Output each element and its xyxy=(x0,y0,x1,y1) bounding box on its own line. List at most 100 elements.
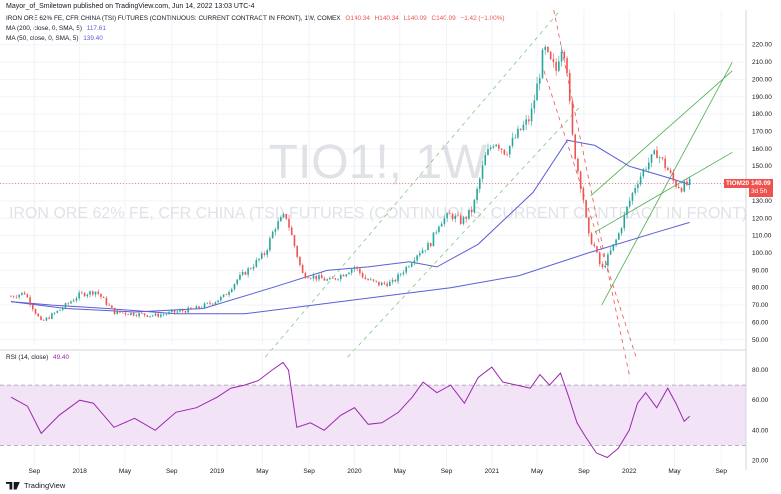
trend-channel-line-dashed[interactable] xyxy=(264,9,561,358)
candle-body xyxy=(596,246,598,253)
x-tick-label: Sep xyxy=(303,468,315,475)
candle-body xyxy=(495,144,497,147)
candle-body xyxy=(116,310,119,314)
candle-body xyxy=(192,308,195,310)
candle-body xyxy=(410,263,413,267)
candle-body xyxy=(171,310,173,312)
candle-body xyxy=(394,279,397,282)
x-tick-label: May xyxy=(256,468,269,475)
x-tick-label: 2018 xyxy=(72,468,87,475)
candle-body xyxy=(424,250,427,251)
x-tick-label: 2021 xyxy=(485,468,500,475)
candle-body xyxy=(132,312,135,316)
rsi-legend[interactable]: RSI (14, close) 49.40 xyxy=(6,354,69,361)
candle-body xyxy=(429,243,432,247)
candle-body xyxy=(658,157,661,159)
candle-body xyxy=(280,217,282,222)
candle-body xyxy=(75,298,78,301)
x-tick-label: Sep xyxy=(578,468,590,475)
candle-body xyxy=(222,294,225,297)
y-tick-label: 210.00 xyxy=(752,59,772,66)
candle-body xyxy=(440,223,443,227)
candle-body xyxy=(206,302,209,304)
candle-body xyxy=(198,306,200,309)
candle-body xyxy=(296,245,298,257)
candle-body xyxy=(555,61,557,71)
candle-body xyxy=(421,250,424,254)
candle-body xyxy=(102,296,105,298)
candle-body xyxy=(151,315,154,317)
candle-body xyxy=(83,292,86,297)
y-tick-label: 180.00 xyxy=(752,111,772,118)
candle-body xyxy=(220,296,222,301)
x-tick-label: 2022 xyxy=(622,468,637,475)
candle-body xyxy=(119,310,121,313)
candle-body xyxy=(528,119,530,122)
rsi-band xyxy=(0,385,746,446)
candle-body xyxy=(329,278,331,280)
candle-body xyxy=(588,217,590,234)
candle-body xyxy=(244,271,247,275)
candle-body xyxy=(500,148,503,150)
ma200-line[interactable] xyxy=(10,221,690,315)
candle-body xyxy=(165,314,168,315)
candle-body xyxy=(72,300,75,302)
candle-body xyxy=(146,315,149,317)
candle-body xyxy=(544,46,547,50)
candle-body xyxy=(558,61,560,71)
candle-body xyxy=(173,310,176,313)
candle-body xyxy=(378,281,380,286)
candle-body xyxy=(307,277,309,279)
candle-body xyxy=(184,311,187,313)
candle-body xyxy=(18,294,20,298)
candle-body xyxy=(547,46,549,52)
candle-body xyxy=(81,292,83,294)
candle-body xyxy=(214,302,217,305)
candle-body xyxy=(326,279,328,281)
candle-body xyxy=(203,303,206,308)
candle-body xyxy=(405,266,408,273)
candle-body xyxy=(375,280,378,282)
candle-body xyxy=(677,186,680,189)
candle-body xyxy=(465,217,467,219)
candle-body xyxy=(331,278,334,279)
candle-body xyxy=(26,294,29,298)
candle-body xyxy=(503,149,506,155)
downtrend-line-dashed[interactable] xyxy=(553,9,630,375)
candle-body xyxy=(86,294,89,297)
candle-body xyxy=(181,310,184,312)
trend-channel-line-dashed[interactable] xyxy=(347,105,582,358)
candle-body xyxy=(514,137,517,139)
candle-body xyxy=(282,214,285,218)
candle-body xyxy=(299,256,301,265)
candle-body xyxy=(451,213,454,220)
footer[interactable]: TradingView xyxy=(6,481,65,490)
candle-body xyxy=(15,297,18,298)
candle-body xyxy=(350,269,353,273)
candle-body xyxy=(255,260,258,267)
uptrend-channel-line[interactable] xyxy=(590,70,733,196)
y-tick-label: 160.00 xyxy=(752,146,772,153)
candle-body xyxy=(618,233,620,240)
x-tick-label: Sep xyxy=(166,468,178,475)
candle-body xyxy=(70,301,72,304)
candle-body xyxy=(506,154,508,156)
y-tick-label: 50.00 xyxy=(752,337,769,344)
downtrend-line-dashed[interactable] xyxy=(543,70,637,358)
candle-body xyxy=(519,128,522,130)
candle-body xyxy=(489,147,492,149)
candle-body xyxy=(209,302,211,304)
rsi-line[interactable] xyxy=(10,361,691,459)
ma50-legend[interactable]: MA (50, close, 0, SMA, 5) 139.40 xyxy=(6,35,103,42)
candle-body xyxy=(53,312,56,314)
candle-body xyxy=(473,199,476,213)
candle-body xyxy=(304,272,307,278)
candle-body xyxy=(233,283,236,290)
uptrend-channel-line[interactable] xyxy=(594,151,733,233)
candle-body xyxy=(48,317,50,319)
candle-body xyxy=(195,306,198,309)
ma200-legend[interactable]: MA (200, close, 0, SMA, 5) 117.61 xyxy=(6,25,106,32)
candle-body xyxy=(367,279,369,281)
candle-body xyxy=(59,309,61,311)
